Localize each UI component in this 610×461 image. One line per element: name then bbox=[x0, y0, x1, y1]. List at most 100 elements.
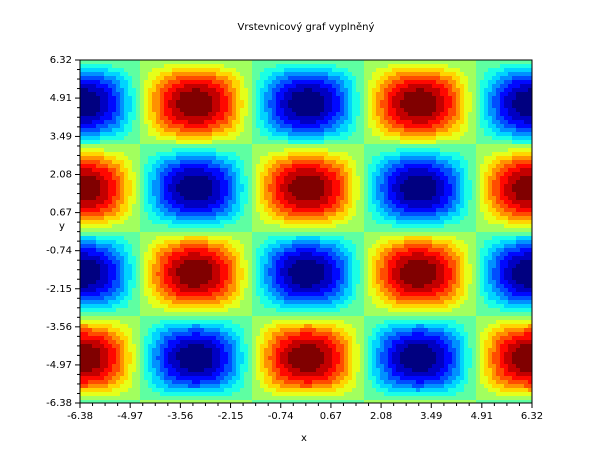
contour-cell bbox=[180, 100, 185, 105]
contour-cell bbox=[384, 120, 389, 125]
contour-cell bbox=[396, 232, 401, 237]
contour-cell bbox=[192, 224, 197, 229]
contour-cell bbox=[380, 68, 385, 73]
contour-cell bbox=[96, 232, 101, 237]
contour-cell bbox=[84, 216, 89, 221]
contour-cell bbox=[204, 184, 209, 189]
contour-cell bbox=[364, 136, 369, 141]
contour-cell bbox=[244, 60, 249, 65]
contour-cell bbox=[120, 60, 125, 65]
contour-cell bbox=[136, 64, 141, 69]
contour-cell bbox=[404, 72, 409, 77]
contour-cell bbox=[504, 84, 509, 89]
contour-cell bbox=[152, 200, 157, 205]
contour-cell bbox=[432, 160, 437, 165]
contour-cell bbox=[344, 184, 349, 189]
contour-cell bbox=[508, 180, 513, 185]
contour-cell bbox=[208, 148, 213, 153]
contour-cell bbox=[304, 72, 309, 77]
contour-cell bbox=[328, 100, 333, 105]
contour-cell bbox=[104, 64, 109, 69]
contour-cell bbox=[360, 136, 365, 141]
contour-cell bbox=[232, 100, 237, 105]
contour-cell bbox=[396, 96, 401, 101]
contour-cell bbox=[260, 120, 265, 125]
contour-cell bbox=[364, 180, 369, 185]
contour-cell bbox=[116, 208, 121, 213]
contour-cell bbox=[480, 108, 485, 113]
contour-cell bbox=[276, 84, 281, 89]
contour-cell bbox=[412, 60, 417, 65]
contour-cell bbox=[292, 104, 297, 109]
contour-cell bbox=[192, 108, 197, 113]
contour-cell bbox=[500, 224, 505, 229]
contour-cell bbox=[336, 192, 341, 197]
contour-cell bbox=[436, 88, 441, 93]
contour-cell bbox=[92, 156, 97, 161]
contour-cell bbox=[344, 220, 349, 225]
contour-cell bbox=[468, 80, 473, 85]
contour-cell bbox=[84, 136, 89, 141]
contour-cell bbox=[412, 64, 417, 69]
contour-cell bbox=[528, 64, 533, 69]
contour-cell bbox=[204, 200, 209, 205]
contour-cell bbox=[88, 72, 93, 77]
contour-cell bbox=[340, 172, 345, 177]
contour-cell bbox=[344, 84, 349, 89]
contour-cell bbox=[452, 180, 457, 185]
contour-cell bbox=[176, 60, 181, 65]
contour-cell bbox=[92, 68, 97, 73]
contour-cell bbox=[528, 204, 533, 209]
contour-cell bbox=[320, 128, 325, 133]
contour-cell bbox=[300, 120, 305, 125]
contour-cell bbox=[332, 108, 337, 113]
contour-cell bbox=[132, 152, 137, 157]
contour-cell bbox=[400, 192, 405, 197]
contour-cell bbox=[300, 232, 305, 237]
contour-cell bbox=[144, 124, 149, 129]
contour-cell bbox=[320, 160, 325, 165]
contour-cell bbox=[448, 112, 453, 117]
contour-cell bbox=[268, 68, 273, 73]
contour-cell bbox=[492, 88, 497, 93]
contour-cell bbox=[84, 132, 89, 137]
contour-cell bbox=[300, 148, 305, 153]
contour-cell bbox=[144, 176, 149, 181]
contour-cell bbox=[420, 128, 425, 133]
contour-cell bbox=[420, 140, 425, 145]
contour-cell bbox=[436, 224, 441, 229]
contour-cell bbox=[488, 96, 493, 101]
contour-cell bbox=[320, 152, 325, 157]
contour-cell bbox=[232, 212, 237, 217]
contour-cell bbox=[256, 96, 261, 101]
contour-cell bbox=[524, 220, 529, 225]
contour-cell bbox=[428, 188, 433, 193]
contour-cell bbox=[212, 152, 217, 157]
contour-cell bbox=[524, 212, 529, 217]
contour-cell bbox=[520, 160, 525, 165]
contour-cell bbox=[216, 80, 221, 85]
contour-cell bbox=[492, 92, 497, 97]
contour-cell bbox=[440, 68, 445, 73]
contour-cell bbox=[460, 120, 465, 125]
contour-cell bbox=[328, 156, 333, 161]
contour-cell bbox=[84, 100, 89, 105]
contour-cell bbox=[212, 104, 217, 109]
contour-cell bbox=[292, 76, 297, 81]
contour-cell bbox=[92, 228, 97, 233]
contour-cell bbox=[416, 192, 421, 197]
contour-cell bbox=[500, 220, 505, 225]
contour-cell bbox=[232, 64, 237, 69]
contour-cell bbox=[236, 136, 241, 141]
contour-cell bbox=[92, 80, 97, 85]
contour-cell bbox=[108, 188, 113, 193]
contour-cell bbox=[148, 228, 153, 233]
contour-cell bbox=[216, 136, 221, 141]
contour-cell bbox=[512, 72, 517, 77]
contour-cell bbox=[224, 132, 229, 137]
contour-cell bbox=[312, 140, 317, 145]
contour-cell bbox=[156, 228, 161, 233]
contour-cell bbox=[164, 204, 169, 209]
contour-cell bbox=[164, 60, 169, 65]
contour-cell bbox=[252, 72, 257, 77]
